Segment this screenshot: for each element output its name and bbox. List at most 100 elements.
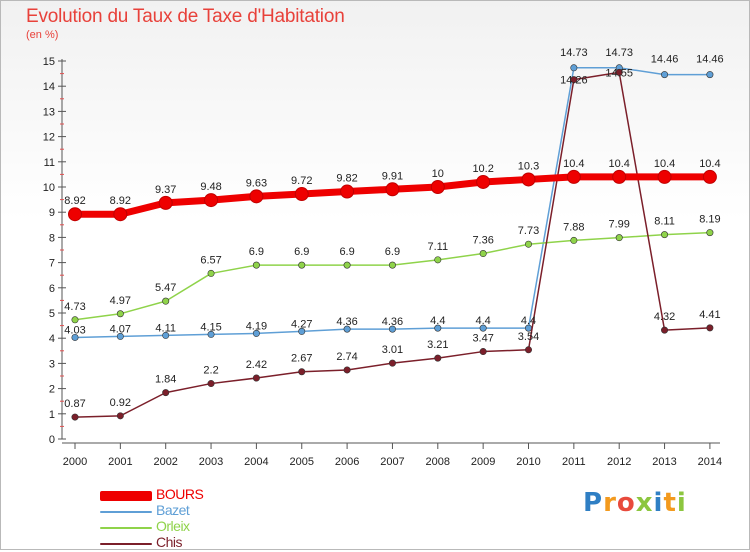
x-tick-label: 2004 <box>244 456 268 468</box>
x-tick-label: 2012 <box>607 456 631 468</box>
x-tick-label: 2000 <box>63 456 87 468</box>
data-point-bazet <box>298 327 306 335</box>
y-tick-label: 1 <box>49 409 55 421</box>
data-label-orleix: 4.97 <box>110 295 131 307</box>
legend-swatch <box>100 491 152 501</box>
data-point-bours <box>113 207 128 222</box>
data-label-bours: 8.92 <box>110 195 131 207</box>
data-point-chis <box>116 412 124 420</box>
data-label-bours: 10.4 <box>654 158 675 170</box>
data-point-bazet <box>207 330 215 338</box>
data-label-bazet: 4.4 <box>521 315 536 327</box>
data-point-bazet <box>706 71 714 79</box>
data-label-orleix: 5.47 <box>155 282 176 294</box>
data-point-bazet <box>162 331 170 339</box>
data-label-orleix: 7.36 <box>472 235 493 247</box>
data-label-orleix: 6.9 <box>294 246 309 258</box>
data-point-bazet <box>479 324 487 332</box>
data-point-bours <box>476 174 491 189</box>
data-point-orleix <box>116 310 124 318</box>
x-tick-label: 2014 <box>698 456 722 468</box>
data-label-orleix: 7.11 <box>428 241 449 253</box>
x-tick-label: 2008 <box>426 456 450 468</box>
data-point-chis <box>343 366 351 374</box>
data-label-chis: 4.41 <box>699 309 720 321</box>
data-label-chis: 3.21 <box>427 339 448 351</box>
data-label-chis: 2.67 <box>291 353 312 365</box>
data-label-bazet: 4.36 <box>336 316 357 328</box>
data-point-chis <box>615 68 623 76</box>
data-point-chis <box>207 380 215 388</box>
y-tick-label: 12 <box>43 132 55 144</box>
data-point-bours <box>521 172 536 187</box>
data-point-chis <box>479 348 487 356</box>
x-tick-label: 2006 <box>335 456 359 468</box>
data-label-bazet: 4.4 <box>476 315 491 327</box>
x-tick-label: 2011 <box>562 456 586 468</box>
y-tick-label: 8 <box>49 232 55 244</box>
data-label-chis: 3.01 <box>382 344 403 356</box>
data-label-bazet: 4.03 <box>64 324 85 336</box>
data-point-orleix <box>71 316 79 324</box>
data-point-bours <box>204 193 219 208</box>
data-point-bours <box>430 180 445 194</box>
data-point-bazet <box>388 325 396 333</box>
data-point-orleix <box>434 256 442 264</box>
legend-swatch <box>100 511 152 513</box>
data-label-chis: 14.26 <box>560 75 588 87</box>
legend-label: BOURS <box>156 486 204 502</box>
y-tick-label: 2 <box>49 384 55 396</box>
data-label-bours: 10.4 <box>608 158 629 170</box>
y-tick-label: 4 <box>49 333 55 345</box>
data-point-bazet <box>343 325 351 333</box>
data-point-bours <box>702 169 717 184</box>
data-label-bazet: 14.73 <box>605 47 633 59</box>
data-label-bazet: 4.4 <box>430 315 445 327</box>
data-label-chis: 2.74 <box>336 351 357 363</box>
data-label-bours: 9.63 <box>246 177 267 189</box>
data-point-chis <box>71 413 79 421</box>
data-label-orleix: 6.57 <box>200 254 221 266</box>
data-point-bours <box>657 169 672 184</box>
y-tick-label: 13 <box>43 106 55 118</box>
y-tick-label: 7 <box>49 258 55 270</box>
data-label-bazet: 4.11 <box>155 322 176 334</box>
y-tick-label: 9 <box>49 207 55 219</box>
proxiti-logo: Proxiti <box>583 488 687 518</box>
data-point-orleix <box>343 261 351 269</box>
data-label-bazet: 4.07 <box>110 323 131 335</box>
data-point-orleix <box>207 269 215 277</box>
data-label-bours: 9.48 <box>200 181 221 193</box>
data-point-orleix <box>252 261 260 269</box>
x-tick-label: 2003 <box>199 456 223 468</box>
data-point-chis <box>162 389 170 397</box>
data-point-chis <box>570 76 578 84</box>
data-label-chis: 4.32 <box>654 311 675 323</box>
data-label-chis: 0.92 <box>110 397 131 409</box>
data-label-orleix: 6.9 <box>339 246 354 258</box>
x-tick-label: 2005 <box>290 456 314 468</box>
data-label-bours: 10 <box>432 168 444 180</box>
y-tick-label: 3 <box>49 358 55 370</box>
data-point-bours <box>294 187 309 202</box>
y-tick-label: 10 <box>43 182 55 194</box>
data-point-orleix <box>706 229 714 237</box>
data-point-bours <box>68 207 82 222</box>
legend-label: Chis <box>156 534 183 550</box>
chart-subtitle: (en %) <box>26 29 59 41</box>
x-tick-label: 2013 <box>652 456 676 468</box>
data-point-orleix <box>661 231 669 239</box>
data-point-orleix <box>524 240 532 248</box>
data-label-orleix: 7.99 <box>608 219 629 231</box>
data-point-orleix <box>388 261 396 269</box>
legend-label: Orleix <box>156 518 190 534</box>
data-point-bours <box>385 182 400 197</box>
x-tick-label: 2009 <box>471 456 495 468</box>
data-label-bours: 10.4 <box>699 158 720 170</box>
chart-title: Evolution du Taux de Taxe d'Habitation <box>26 6 345 27</box>
data-label-chis: 2.42 <box>246 359 267 371</box>
data-label-orleix: 4.73 <box>64 301 85 313</box>
data-label-bazet: 4.15 <box>200 321 221 333</box>
data-point-orleix <box>479 250 487 258</box>
